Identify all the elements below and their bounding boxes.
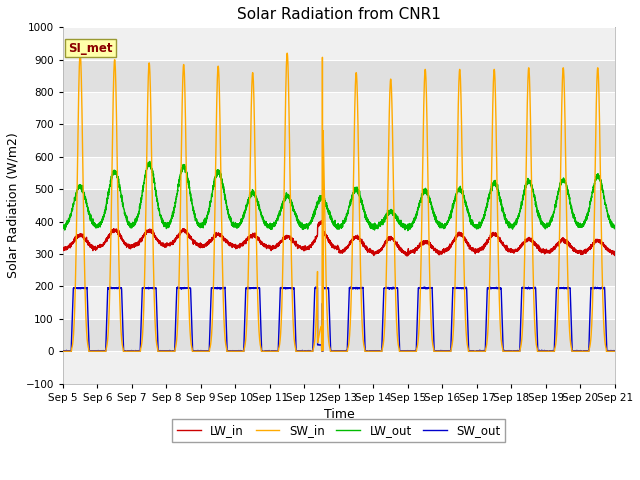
SW_in (490, 67, 498, 72)
Line: LW_in: LW_in (63, 220, 615, 256)
Bar (63, 319, 615, 351)
SW_out (490, 286, 498, 291)
SW_out (360, 294, 367, 300)
Line: SW_in: SW_in (63, 53, 615, 351)
LW_out (404, 228, 412, 233)
SW_out (173, 285, 181, 291)
Line: LW_out: LW_out (63, 161, 615, 230)
Title: Solar Radiation from CNR1: Solar Radiation from CNR1 (237, 7, 441, 22)
Legend: LW_in, SW_in, LW_out, SW_out: LW_in, SW_in, LW_out, SW_out (172, 420, 506, 442)
Bar (63, 157, 615, 189)
SW_in (360, 339, 367, 345)
LW_in (318, 217, 326, 223)
SW_in (518, 340, 525, 346)
Bar (63, 27, 615, 60)
LW_in (518, 243, 525, 249)
Bar (63, 254, 615, 287)
SW_out (532, 287, 540, 292)
SW_in (76, 50, 84, 56)
Line: SW_out: SW_out (63, 287, 615, 351)
Bar (63, 222, 615, 254)
LW_out (611, 225, 619, 231)
LW_out (146, 158, 154, 164)
LW_in (403, 253, 411, 259)
SW_out (611, 348, 619, 354)
SW_out (389, 285, 397, 291)
Bar (63, 92, 615, 124)
SW_in (532, 336, 540, 342)
Text: SI_met: SI_met (68, 42, 113, 55)
LW_out (389, 207, 397, 213)
LW_in (173, 232, 181, 238)
Bar (63, 189, 615, 222)
SW_out (59, 348, 67, 354)
SW_in (389, 155, 397, 160)
Bar (63, 60, 615, 92)
LW_out (518, 202, 525, 208)
SW_out (518, 298, 525, 303)
LW_out (173, 189, 181, 195)
X-axis label: Time: Time (324, 408, 355, 421)
LW_in (59, 246, 67, 252)
Bar (63, 287, 615, 319)
Bar (63, 351, 615, 384)
SW_out (312, 284, 319, 290)
SW_in (173, 326, 181, 332)
LW_out (491, 179, 499, 185)
SW_in (611, 348, 619, 354)
SW_in (59, 348, 67, 354)
LW_in (360, 241, 367, 247)
LW_in (389, 236, 397, 241)
LW_out (532, 200, 540, 206)
LW_in (491, 230, 499, 236)
Y-axis label: Solar Radiation (W/m2): Solar Radiation (W/m2) (7, 132, 20, 278)
LW_in (611, 250, 619, 256)
LW_out (59, 225, 67, 231)
Bar (63, 124, 615, 157)
LW_out (360, 205, 367, 211)
LW_in (532, 242, 540, 248)
